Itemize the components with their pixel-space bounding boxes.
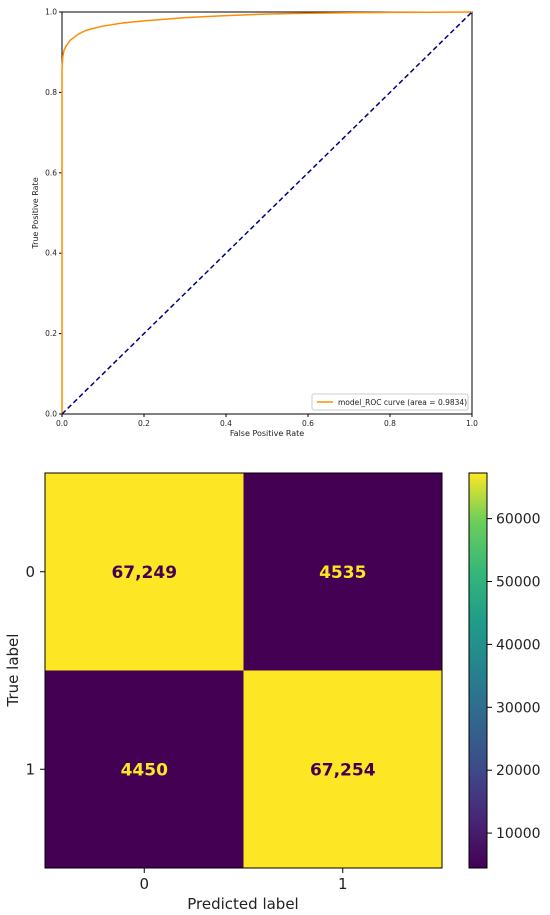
cm-y-axis-label: True label	[4, 634, 22, 708]
cm-y-tick-label: 1	[25, 760, 35, 778]
cm-cell	[45, 670, 244, 868]
colorbar-ticks: 60000 50000 40000 30000 20000 10000	[487, 512, 541, 842]
cm-cell-value: 4535	[319, 563, 366, 583]
roc-curve-line	[61, 11, 473, 414]
roc-x-tick-label: 0.4	[220, 419, 232, 428]
roc-x-ticks: 0.0 0.2 0.4 0.6 0.8 1.0	[56, 414, 478, 428]
roc-legend-label: model_ROC curve (area = 0.9834)	[338, 398, 467, 407]
roc-y-ticks: 0.0 0.2 0.4 0.6 0.8 1.0	[45, 8, 62, 419]
cm-cell-value: 67,254	[310, 760, 376, 780]
cm-frame	[44, 472, 443, 869]
colorbar-tick-label: 60000	[496, 512, 541, 528]
roc-x-tick-label: 0.0	[56, 419, 68, 428]
cm-x-axis-label: Predicted label	[187, 895, 298, 913]
roc-y-tick-label: 1.0	[45, 8, 57, 17]
cm-cell	[243, 670, 442, 868]
roc-legend-box	[311, 393, 469, 411]
cm-cell-value: 67,249	[111, 563, 177, 583]
roc-y-tick-label: 0.4	[45, 249, 57, 258]
cm-y-ticks: 01	[25, 563, 45, 778]
colorbar-tick-label: 50000	[496, 575, 541, 591]
roc-y-tick-label: 0.2	[45, 329, 57, 338]
roc-x-tick-label: 1.0	[466, 419, 478, 428]
colorbar-tick-label: 40000	[496, 637, 541, 653]
confusion-matrix-cells: 67,249 4535 4450 67,254	[45, 473, 442, 868]
roc-y-tick-label: 0.8	[45, 88, 57, 97]
roc-x-tick-label: 0.8	[384, 419, 396, 428]
cm-cell	[45, 473, 244, 671]
roc-x-axis-label: False Positive Rate	[230, 429, 304, 438]
cm-x-tick-label: 1	[338, 875, 348, 893]
roc-series	[61, 11, 473, 415]
roc-legend: model_ROC curve (area = 0.9834)	[311, 393, 469, 411]
roc-chart: 0.0 0.2 0.4 0.6 0.8 1.0 0.0 0.2 0.4 0.6 0.8 1.0 Fa…	[31, 8, 478, 439]
roc-x-tick-label: 0.2	[138, 419, 150, 428]
roc-y-tick-label: 0.6	[45, 168, 57, 177]
cm-cell-value: 4450	[121, 760, 168, 780]
colorbar-tick-label: 20000	[496, 763, 541, 779]
cm-y-tick-label: 0	[25, 563, 35, 581]
colorbar-tick-label: 10000	[496, 826, 541, 842]
cm-cell	[243, 473, 442, 671]
cm-x-tick-label: 0	[139, 875, 149, 893]
roc-y-axis-label: True Positive Rate	[31, 177, 40, 249]
roc-y-tick-label: 0.0	[45, 410, 57, 419]
colorbar	[468, 472, 488, 869]
chance-diagonal-line	[61, 11, 473, 415]
colorbar-tick-label: 30000	[496, 700, 541, 716]
roc-x-tick-label: 0.6	[302, 419, 314, 428]
